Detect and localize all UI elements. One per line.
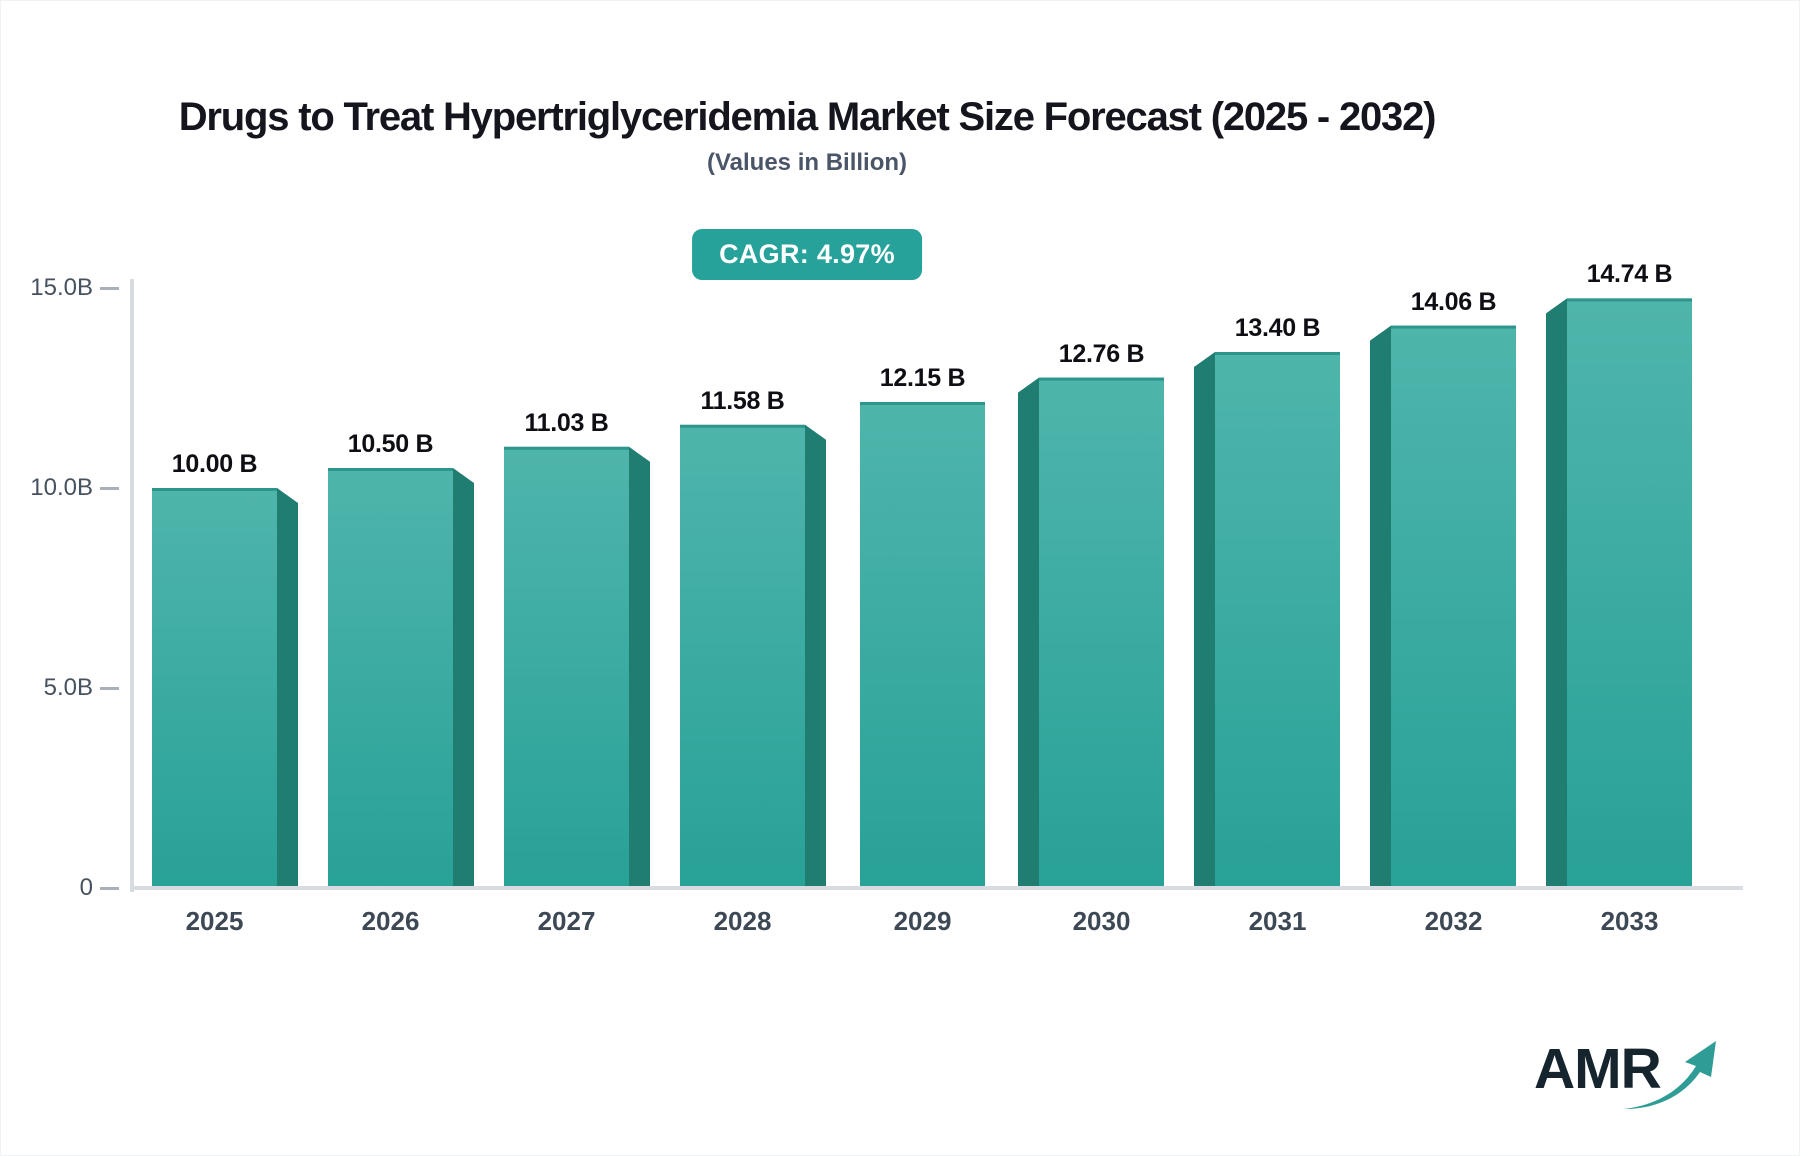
bar-2027 — [504, 446, 650, 888]
bar-front-face — [1567, 298, 1692, 888]
bar-front-face — [1215, 352, 1340, 888]
bar-2031 — [1194, 352, 1340, 888]
x-axis-label: 2029 — [893, 906, 952, 936]
y-axis-tick-mark — [100, 887, 119, 890]
bar-2029 — [860, 402, 985, 888]
bar-front-face — [1391, 325, 1516, 889]
amr-logo: AMR — [1534, 1033, 1734, 1117]
y-axis-line — [130, 279, 134, 892]
bar-top-edge — [504, 446, 629, 450]
amr-logo-text: AMR — [1534, 1037, 1662, 1101]
bar-top-edge — [680, 424, 805, 428]
bar-2025 — [152, 488, 298, 888]
bar-side-face — [1018, 377, 1039, 888]
y-axis-tick-label: 10.0B — [30, 474, 93, 501]
bar-side-face — [1194, 352, 1215, 888]
x-axis-label: 2027 — [537, 906, 596, 936]
bar-front-face — [504, 446, 629, 888]
bar-value-label: 10.50 B — [347, 430, 434, 458]
bar-value-label: 12.15 B — [879, 364, 966, 392]
cagr-badge: CAGR: 4.97% — [692, 229, 922, 280]
bar-2026 — [328, 468, 474, 888]
bar-value-label: 14.06 B — [1410, 287, 1497, 316]
bar-value-label: 13.40 B — [1234, 314, 1321, 342]
bar-side-face — [1370, 325, 1391, 889]
bar-side-face — [277, 488, 298, 888]
bar-top-edge — [860, 402, 985, 405]
bar-front-face — [328, 468, 453, 888]
y-axis-tick-mark — [100, 687, 119, 690]
x-axis-label: 2031 — [1248, 906, 1307, 936]
y-axis-tick-label: 0 — [79, 874, 93, 901]
bar-front-face — [680, 424, 805, 888]
x-axis-label: 2025 — [185, 906, 244, 936]
bar-2030 — [1018, 377, 1164, 888]
bar-front-face — [152, 488, 277, 888]
bar-value-label: 12.76 B — [1058, 339, 1145, 368]
bar-side-face — [805, 424, 826, 888]
bar-2033 — [1546, 298, 1692, 888]
bar-top-edge — [1215, 352, 1340, 355]
bar-top-edge — [328, 468, 453, 471]
bar-2032 — [1370, 325, 1516, 889]
bar-value-label: 11.58 B — [700, 386, 785, 415]
x-axis-label: 2033 — [1600, 906, 1659, 936]
bar-side-face — [1546, 298, 1567, 888]
bar-value-label: 11.03 B — [524, 408, 609, 437]
bar-top-edge — [1567, 298, 1692, 302]
x-axis-label: 2030 — [1072, 906, 1131, 936]
bar-top-edge — [1039, 377, 1164, 381]
bar-top-edge — [1391, 325, 1516, 329]
x-axis-label: 2028 — [713, 906, 772, 936]
bar-value-label: 14.74 B — [1586, 260, 1673, 289]
y-axis-tick-mark — [100, 487, 119, 490]
bar-2028 — [680, 424, 826, 888]
bar-front-face — [860, 402, 985, 888]
y-axis-tick-mark — [100, 287, 119, 290]
x-axis-line — [130, 886, 1743, 890]
growth-arrow-icon — [1624, 1041, 1716, 1109]
x-axis-label: 2026 — [361, 906, 420, 936]
y-axis-tick-label: 15.0B — [30, 274, 93, 301]
bar-top-edge — [152, 488, 277, 491]
bar-value-label: 10.00 B — [171, 450, 258, 478]
bar-front-face — [1039, 377, 1164, 888]
x-axis-label: 2032 — [1424, 906, 1483, 936]
y-axis-tick-label: 5.0B — [43, 674, 93, 701]
chart-title: Drugs to Treat Hypertriglyceridemia Mark… — [178, 95, 1437, 139]
bar-side-face — [629, 446, 650, 888]
chart-subtitle: (Values in Billion) — [706, 149, 908, 176]
bar-side-face — [453, 468, 474, 888]
